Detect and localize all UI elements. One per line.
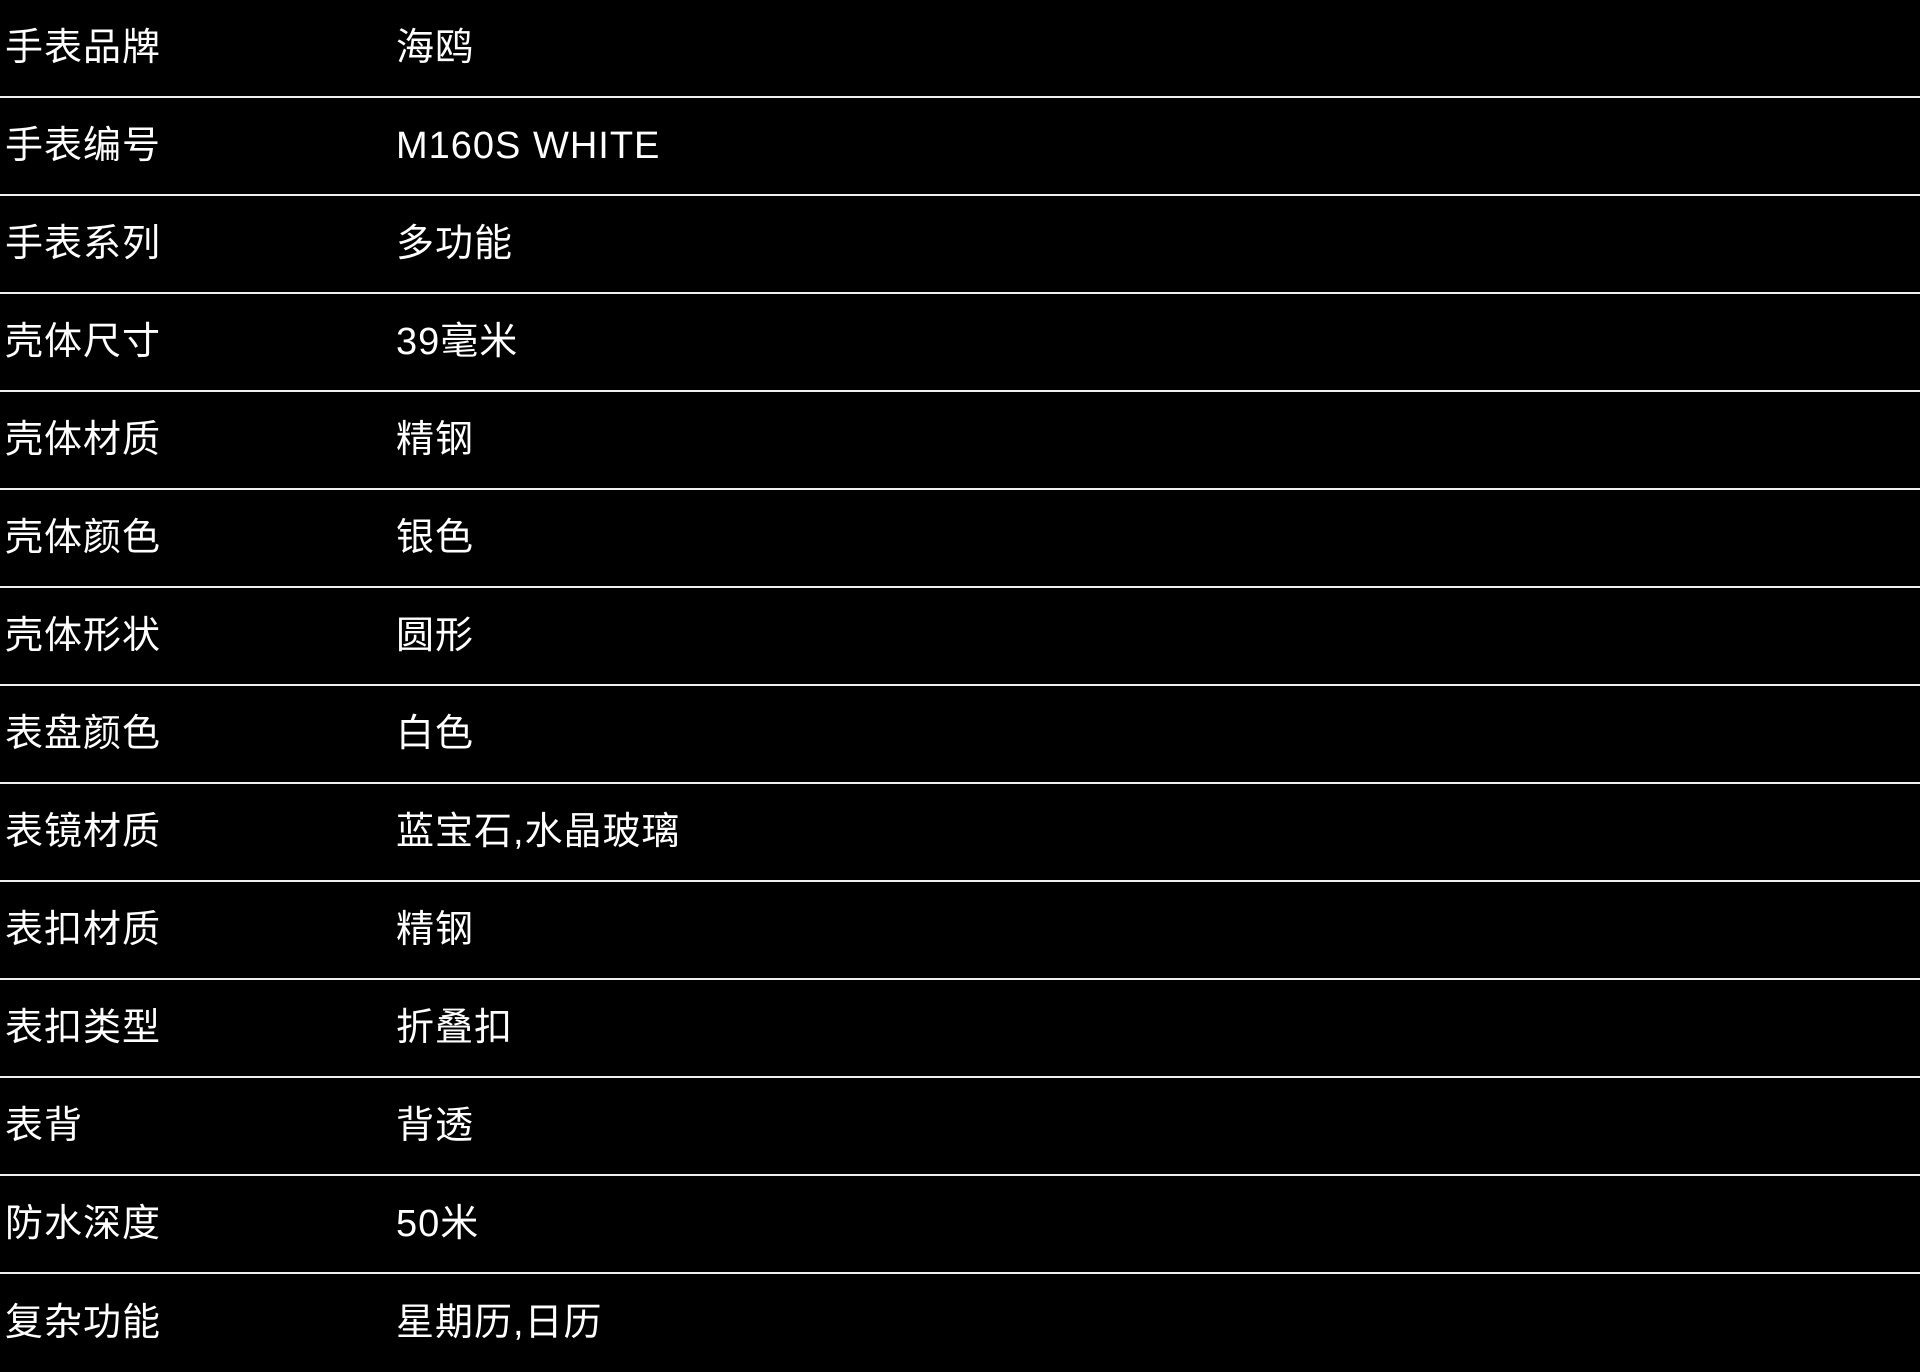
spec-value: 背透	[396, 1105, 475, 1147]
spec-row-brand: 手表品牌 海鸥	[0, 0, 1920, 98]
spec-row-clasp-material: 表扣材质 精钢	[0, 882, 1920, 980]
spec-row-case-material: 壳体材质 精钢	[0, 392, 1920, 490]
spec-value: 白色	[396, 713, 475, 755]
spec-label: 表扣材质	[5, 909, 162, 951]
spec-row-dial-color: 表盘颜色 白色	[0, 686, 1920, 784]
spec-row-crystal-material: 表镜材质 蓝宝石,水晶玻璃	[0, 784, 1920, 882]
spec-label: 复杂功能	[5, 1302, 162, 1344]
spec-row-case-color: 壳体颜色 银色	[0, 490, 1920, 588]
spec-label: 表扣类型	[5, 1007, 162, 1049]
spec-label: 手表品牌	[5, 27, 162, 69]
spec-value: 多功能	[396, 223, 514, 265]
spec-value: 海鸥	[396, 27, 475, 69]
spec-row-model-number: 手表编号 M160S WHITE	[0, 98, 1920, 196]
spec-row-complications: 复杂功能 星期历,日历	[0, 1274, 1920, 1372]
spec-value: 圆形	[396, 615, 475, 657]
spec-label: 壳体颜色	[5, 517, 162, 559]
spec-value: 银色	[396, 517, 475, 559]
spec-row-case-back: 表背 背透	[0, 1078, 1920, 1176]
spec-row-case-shape: 壳体形状 圆形	[0, 588, 1920, 686]
spec-row-clasp-type: 表扣类型 折叠扣	[0, 980, 1920, 1078]
spec-label: 壳体尺寸	[5, 321, 162, 363]
spec-value: 精钢	[396, 419, 475, 461]
spec-label: 防水深度	[5, 1203, 162, 1245]
spec-label: 壳体形状	[5, 615, 162, 657]
spec-label: 表盘颜色	[5, 713, 162, 755]
spec-label: 表镜材质	[5, 811, 162, 853]
spec-value: 50米	[396, 1203, 480, 1245]
spec-row-water-resistance: 防水深度 50米	[0, 1176, 1920, 1274]
spec-label: 表背	[5, 1105, 84, 1147]
spec-value: 精钢	[396, 909, 475, 951]
spec-value: 星期历,日历	[396, 1302, 603, 1344]
spec-row-series: 手表系列 多功能	[0, 196, 1920, 294]
spec-value: M160S WHITE	[396, 125, 661, 167]
spec-value: 折叠扣	[396, 1007, 514, 1049]
spec-label: 壳体材质	[5, 419, 162, 461]
spec-label: 手表编号	[5, 125, 162, 167]
spec-row-case-size: 壳体尺寸 39毫米	[0, 294, 1920, 392]
spec-value: 39毫米	[396, 321, 519, 363]
spec-label: 手表系列	[5, 223, 162, 265]
spec-value: 蓝宝石,水晶玻璃	[396, 811, 681, 853]
